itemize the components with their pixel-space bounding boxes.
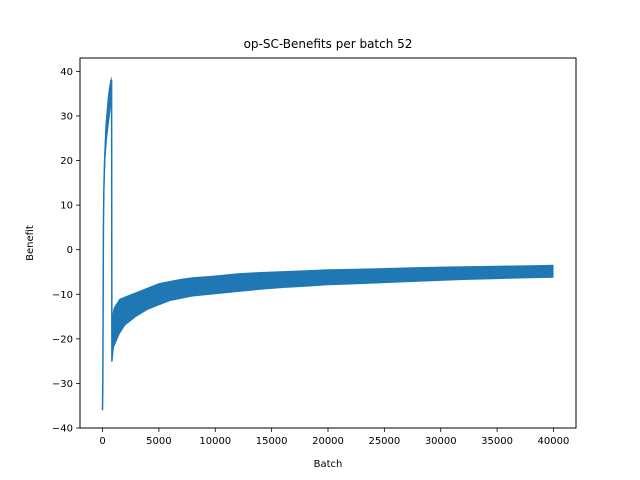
x-tick-label: 0 [99,436,105,447]
y-axis-label: Benefit [25,225,36,261]
series-0-band [111,264,554,362]
x-tick-label: 20000 [312,436,344,447]
y-axis: −40 −30 −20 −10 0 10 20 30 40 [52,67,80,435]
chart-title: op-SC-Benefits per batch 52 [244,37,413,51]
x-axis-label: Batch [314,459,343,470]
x-tick-label: 30000 [425,436,457,447]
y-tick-label: −40 [52,424,73,435]
series-0-line [101,79,554,411]
x-tick-label: 40000 [538,436,570,447]
x-tick-label: 35000 [481,436,513,447]
y-tick-label: −10 [52,290,73,301]
y-tick-label: 10 [60,201,73,212]
y-tick-label: −20 [52,334,73,345]
y-tick-label: 0 [67,245,73,256]
x-axis: 0 5000 10000 15000 20000 25000 30000 35000 40000 [99,428,569,447]
x-tick-label: 15000 [256,436,288,447]
plot-area [101,75,554,411]
series-0-early-band [103,75,112,206]
x-tick-label: 5000 [146,436,171,447]
y-tick-label: 40 [60,67,73,78]
y-tick-label: 30 [60,111,73,122]
y-tick-label: 20 [60,156,73,167]
x-tick-label: 25000 [368,436,400,447]
y-tick-label: −30 [52,379,73,390]
x-tick-label: 10000 [199,436,231,447]
